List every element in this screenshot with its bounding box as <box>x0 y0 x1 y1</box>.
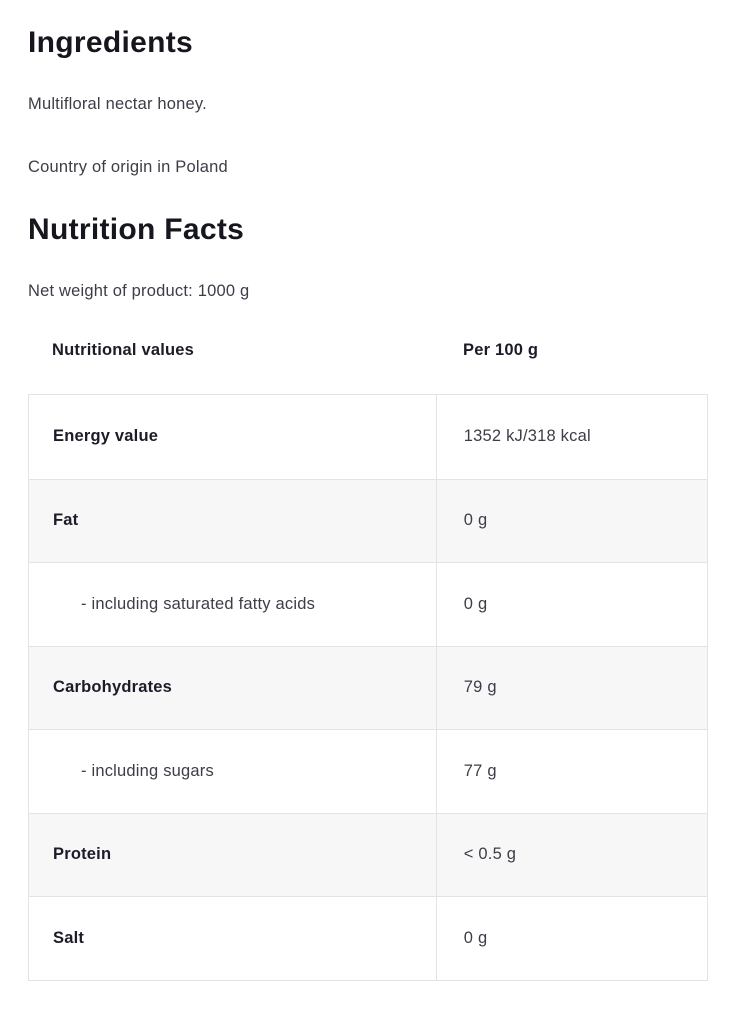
table-row: Salt 0 g <box>29 896 707 980</box>
nutrient-value: 0 g <box>463 511 488 530</box>
table-row: Fat 0 g <box>29 478 707 563</box>
nutrition-facts-heading: Nutrition Facts <box>28 213 245 246</box>
nutrient-label: - including saturated fatty acids <box>81 594 316 613</box>
table-row: - including saturated fatty acids 0 g <box>29 562 707 646</box>
nutrient-label-cell: - including sugars <box>29 730 436 813</box>
nutrient-label: Fat <box>53 511 79 530</box>
nutrient-label: Energy value <box>53 427 159 446</box>
nutrient-label-cell: Energy value <box>29 395 436 479</box>
nutrient-value-cell: 1352 kJ/318 kcal <box>435 395 707 479</box>
nutrient-label-cell: Protein <box>29 814 436 897</box>
nutrition-table: Energy value 1352 kJ/318 kcal Fat 0 g - … <box>28 394 708 981</box>
nutrient-value: 79 g <box>463 678 497 697</box>
net-weight-text: Net weight of product: 1000 g <box>28 282 250 300</box>
nutrient-value-cell: 0 g <box>435 897 707 980</box>
nutrient-value-cell: 0 g <box>435 563 707 646</box>
ingredients-heading: Ingredients <box>28 26 193 59</box>
nutrient-label: Protein <box>53 845 112 864</box>
nutrient-value-cell: < 0.5 g <box>435 813 707 896</box>
nutrient-value: 1352 kJ/318 kcal <box>463 427 591 446</box>
nutrient-label: - including sugars <box>81 761 214 780</box>
table-row: - including sugars 77 g <box>29 729 707 813</box>
country-of-origin: Country of origin in Poland <box>28 158 228 176</box>
nutrient-value: 0 g <box>463 594 488 613</box>
nutrient-label: Carbohydrates <box>53 678 173 697</box>
nutrient-label-cell: Fat <box>29 480 436 563</box>
nutrient-label: Salt <box>53 928 85 947</box>
nutrient-value: < 0.5 g <box>463 845 517 864</box>
nutrient-label-cell: Salt <box>29 897 436 980</box>
table-row: Energy value 1352 kJ/318 kcal <box>29 395 707 479</box>
product-details-page: Ingredients Multifloral nectar honey. Co… <box>28 26 708 981</box>
table-row: Carbohydrates 79 g <box>29 645 707 730</box>
ingredients-description: Multifloral nectar honey. <box>28 95 207 113</box>
nutrient-value-cell: 79 g <box>435 646 707 729</box>
nutrition-table-header: Nutritional values Per 100 g <box>28 341 708 360</box>
header-nutritional-values: Nutritional values <box>52 341 195 359</box>
nutrient-value: 77 g <box>463 761 497 780</box>
nutrient-label-cell: - including saturated fatty acids <box>29 563 436 646</box>
nutrient-value: 0 g <box>463 928 488 947</box>
table-row: Protein < 0.5 g <box>29 812 707 897</box>
header-per-100g: Per 100 g <box>463 341 539 359</box>
nutrient-label-cell: Carbohydrates <box>29 647 436 730</box>
nutrient-value-cell: 0 g <box>435 479 707 562</box>
nutrient-value-cell: 77 g <box>435 730 707 813</box>
